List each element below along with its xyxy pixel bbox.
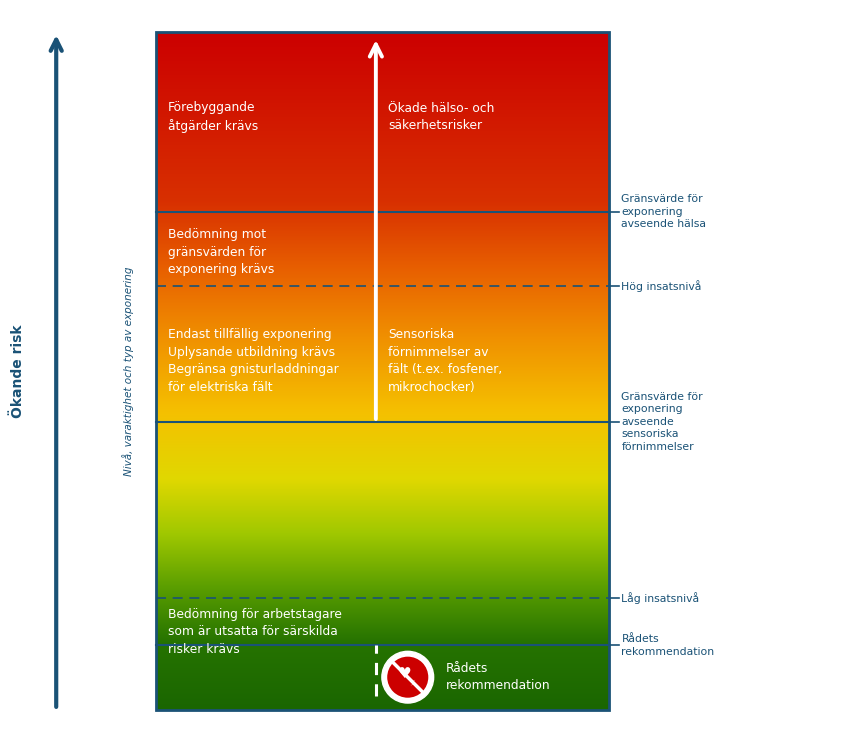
Text: Bedömning för arbetstagare
som är utsatta för särskilda
risker krävs: Bedömning för arbetstagare som är utsatt… <box>168 608 342 656</box>
Text: Gränsvärde för
exponering
avseende
sensoriska
förnimmelser: Gränsvärde för exponering avseende senso… <box>621 392 703 452</box>
Text: Gränsvärde för
exponering
avseende hälsa: Gränsvärde för exponering avseende hälsa <box>621 194 707 229</box>
Text: Hög insatsnivå: Hög insatsnivå <box>621 280 701 292</box>
Text: Ökande risk: Ökande risk <box>11 325 25 418</box>
Bar <box>156 32 609 710</box>
Text: Förebyggande
åtgärder krävs: Förebyggande åtgärder krävs <box>168 101 258 133</box>
Circle shape <box>382 651 434 703</box>
Text: ⚡: ⚡ <box>409 679 415 687</box>
Text: Sensoriska
förnimmelser av
fält (t.ex. fosfener,
mikrochocker): Sensoriska förnimmelser av fält (t.ex. f… <box>388 328 502 394</box>
Circle shape <box>386 655 430 699</box>
Text: Rådets
rekommendation: Rådets rekommendation <box>621 634 714 657</box>
Text: Låg insatsnivå: Låg insatsnivå <box>621 592 700 604</box>
Text: Bedömning mot
gränsvärden för
exponering krävs: Bedömning mot gränsvärden för exponering… <box>168 228 274 277</box>
Text: Nivå, varaktighet och typ av exponering: Nivå, varaktighet och typ av exponering <box>122 266 134 475</box>
Text: Rådets
rekommendation: Rådets rekommendation <box>445 662 550 693</box>
Text: Ökade hälso- och
säkerhetsrisker: Ökade hälso- och säkerhetsrisker <box>388 102 494 132</box>
Text: Endast tillfällig exponering
Uplysande utbildning krävs
Begränsa gnisturladdning: Endast tillfällig exponering Uplysande u… <box>168 328 339 394</box>
Text: ♥: ♥ <box>398 665 411 681</box>
